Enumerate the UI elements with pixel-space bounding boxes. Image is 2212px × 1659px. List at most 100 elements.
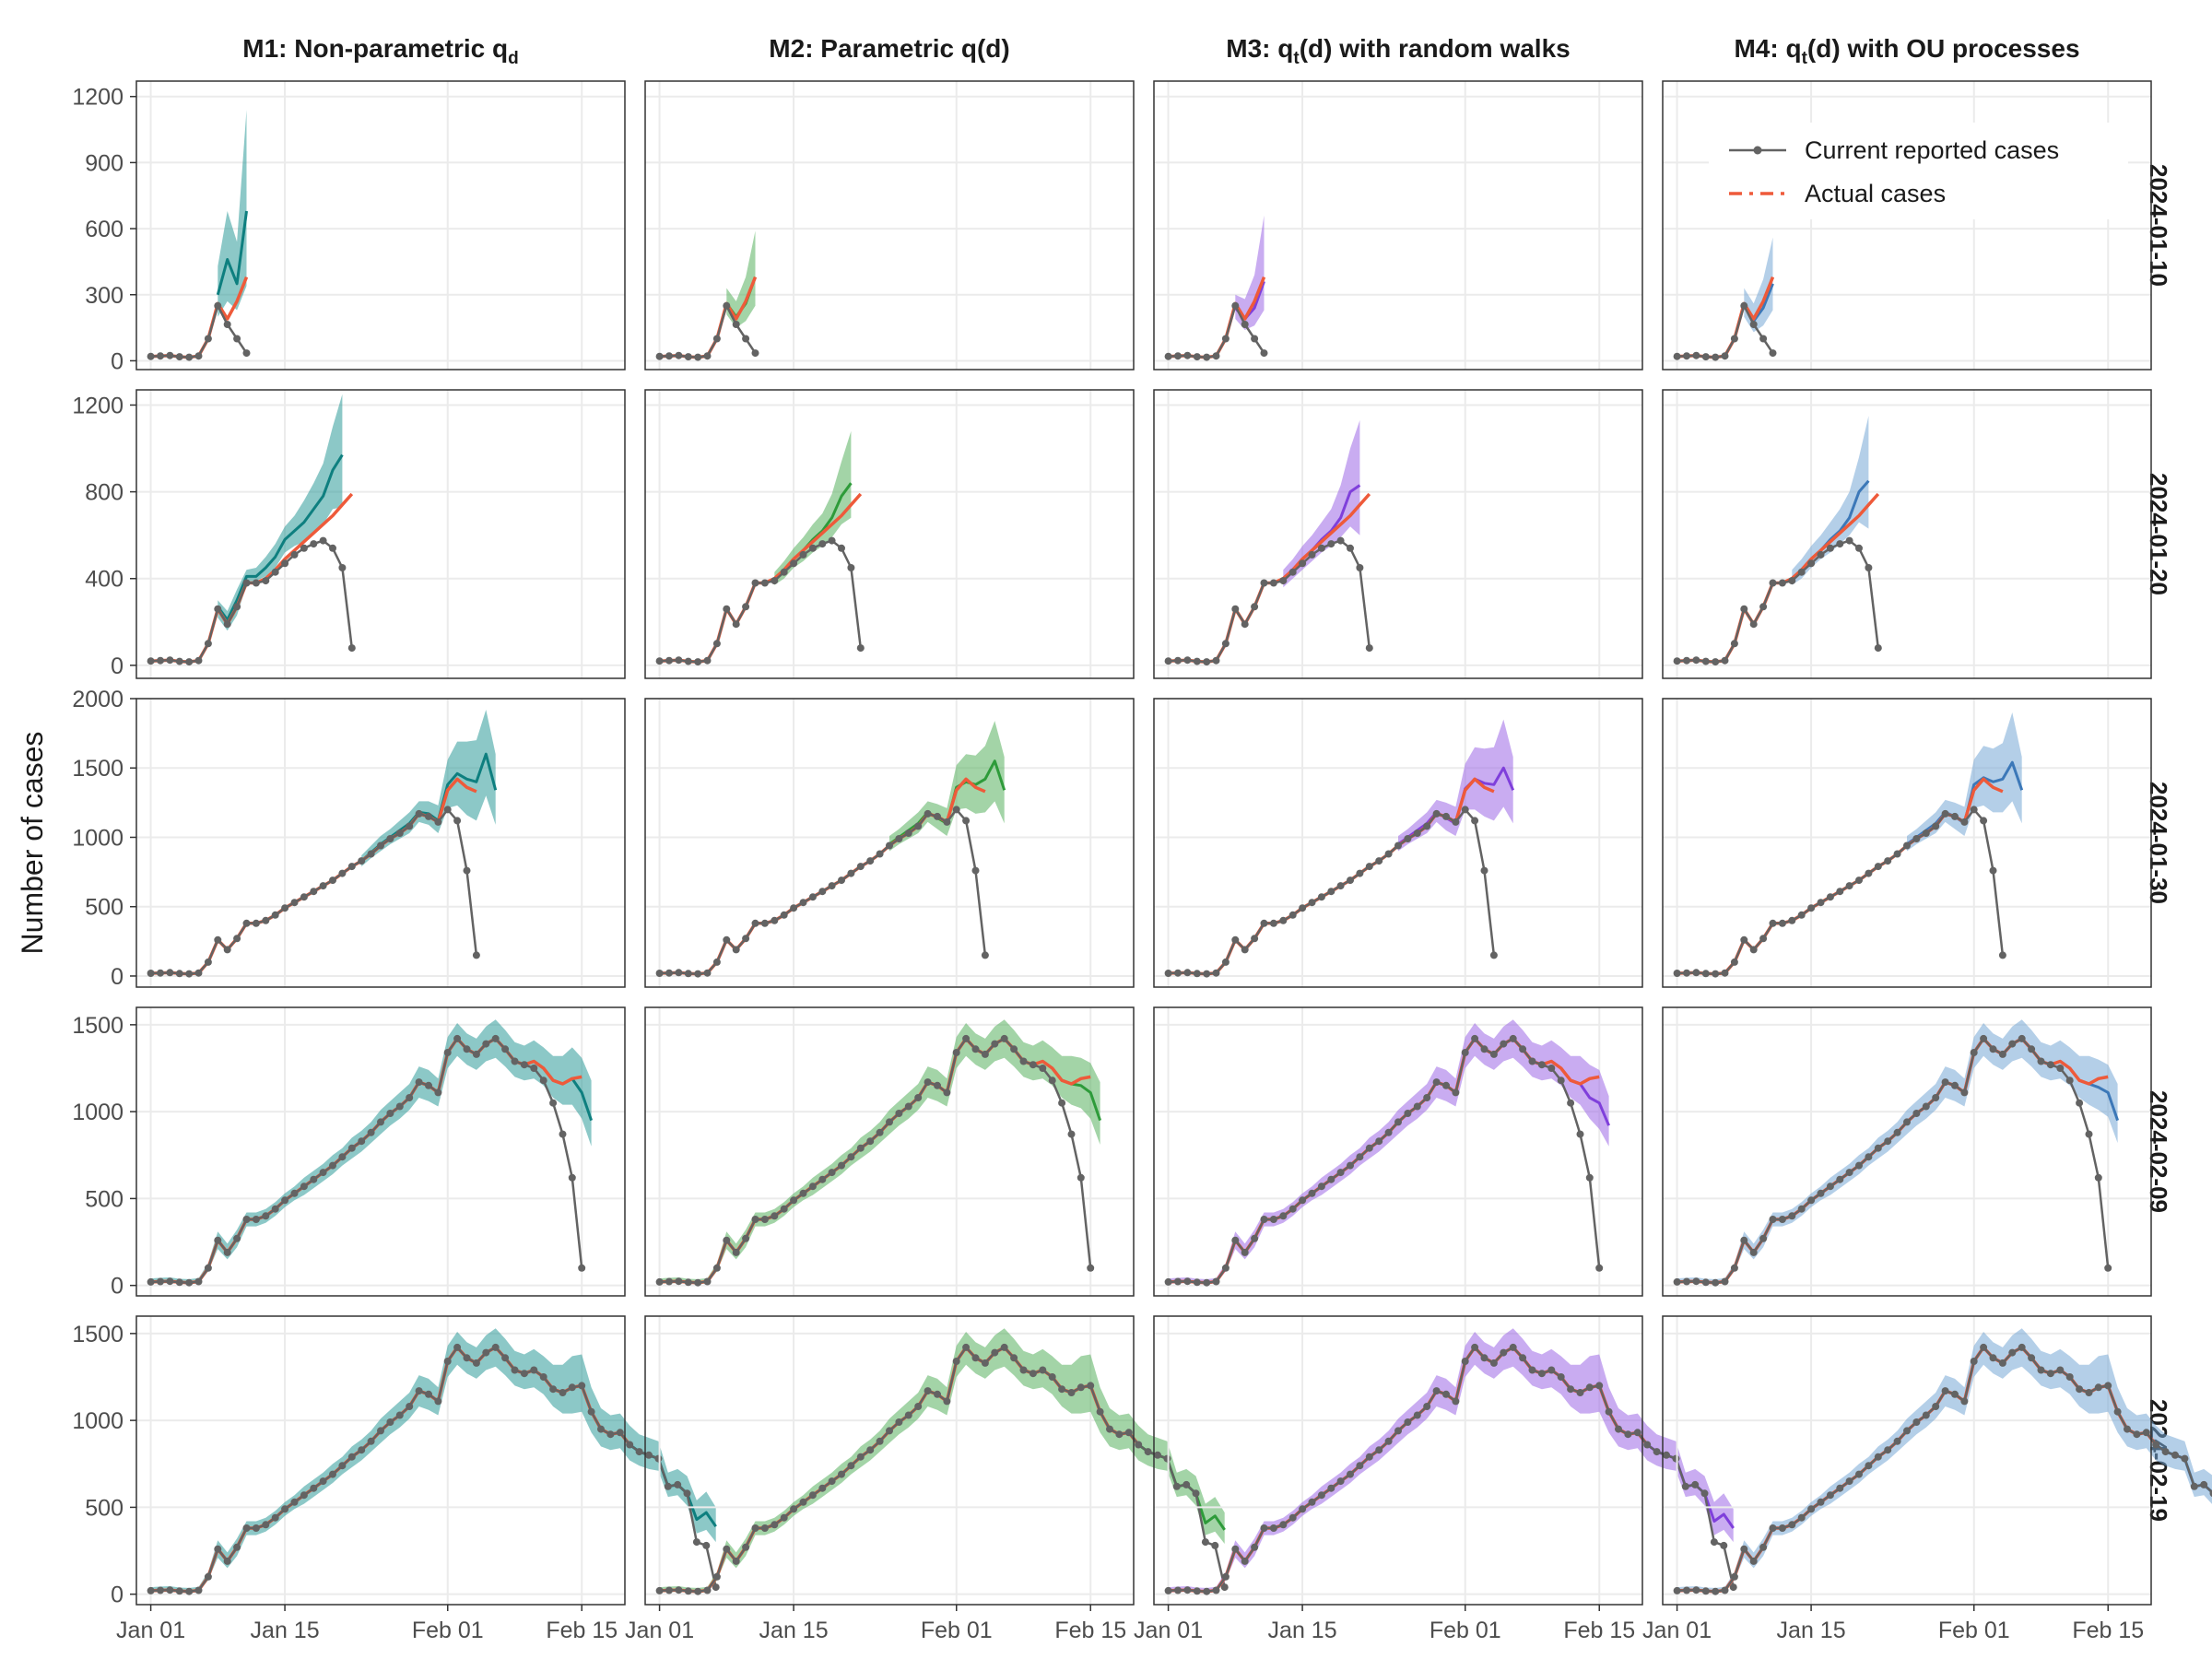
- reported-point: [1183, 969, 1192, 977]
- reported-point: [684, 353, 692, 361]
- reported-point: [1124, 1429, 1133, 1437]
- reported-point: [723, 605, 731, 613]
- reported-point: [1039, 1366, 1047, 1374]
- reported-point: [1432, 1387, 1441, 1395]
- reported-cases-line: [659, 539, 863, 664]
- reported-point: [530, 1065, 538, 1072]
- nowcast-ribbon: [218, 394, 343, 631]
- reported-point: [2018, 1343, 2026, 1351]
- reported-point: [1183, 1586, 1192, 1594]
- reported-point: [1241, 620, 1249, 629]
- y-tick-label: 2000: [72, 687, 124, 712]
- reported-point: [828, 536, 836, 545]
- reported-point: [1673, 657, 1681, 665]
- reported-point: [1432, 809, 1441, 818]
- nowcast-ribbon: [774, 430, 852, 585]
- y-tick-label: 1000: [72, 1100, 124, 1125]
- reported-point: [1144, 1448, 1152, 1456]
- reported-point: [472, 1050, 480, 1058]
- x-tick-label: Feb 15: [546, 1618, 618, 1643]
- reported-point: [703, 656, 712, 665]
- reported-cases-line: [150, 304, 248, 359]
- reported-point: [2076, 1385, 2084, 1394]
- reported-point: [675, 351, 683, 359]
- reported-point: [147, 657, 155, 665]
- reported-point: [147, 352, 155, 360]
- reported-cases-line: [1168, 539, 1371, 664]
- reported-point: [1683, 352, 1690, 360]
- x-tick-label: Jan 01: [116, 1618, 185, 1643]
- reported-point: [233, 603, 241, 611]
- y-tick-label: 500: [85, 895, 124, 921]
- facet-panel: [644, 1006, 1135, 1297]
- reported-point: [1673, 1586, 1681, 1594]
- reported-point: [1010, 1045, 1018, 1053]
- reported-point: [2046, 1061, 2054, 1069]
- reported-point: [1989, 866, 1997, 875]
- reported-point: [1893, 1437, 1901, 1445]
- reported-point: [1951, 1081, 1959, 1089]
- reported-point: [771, 577, 779, 585]
- reported-point: [223, 321, 231, 328]
- reported-point: [1327, 540, 1335, 548]
- reported-point: [1692, 969, 1700, 977]
- reported-point: [1769, 1216, 1777, 1223]
- reported-point: [194, 1586, 203, 1594]
- reported-point: [838, 544, 845, 552]
- reported-point: [2065, 1373, 2074, 1381]
- reported-point: [1203, 1278, 1211, 1287]
- reported-point: [1231, 301, 1240, 310]
- column-title: M3: qt(d) with random walks: [1226, 34, 1570, 68]
- reported-point: [1989, 1354, 1997, 1362]
- reported-point: [358, 1446, 366, 1454]
- x-tick-label: Jan 15: [1268, 1618, 1337, 1643]
- reported-point: [185, 970, 194, 978]
- reported-point: [914, 1094, 923, 1101]
- reported-point: [971, 1045, 980, 1053]
- reported-point: [1480, 1045, 1488, 1053]
- facet-panel: [135, 1006, 626, 1297]
- reported-point: [1231, 1236, 1240, 1244]
- reported-point: [300, 544, 308, 552]
- reported-point: [703, 969, 712, 977]
- reported-point: [808, 893, 817, 901]
- reported-point: [1519, 1045, 1527, 1053]
- reported-point: [338, 869, 347, 877]
- reported-point: [1788, 1521, 1796, 1529]
- x-tick-label: Feb 15: [1054, 1618, 1126, 1643]
- reported-point: [1712, 970, 1720, 978]
- reported-point: [578, 1264, 586, 1272]
- reported-point: [675, 1586, 683, 1594]
- reported-point: [2056, 1366, 2065, 1374]
- reported-point: [1836, 540, 1844, 548]
- reported-point: [1058, 1385, 1066, 1394]
- reported-cases-line: [150, 1037, 583, 1284]
- reported-point: [742, 935, 750, 943]
- reported-point: [1683, 1586, 1690, 1594]
- row-strip-label: 2024-02-09: [2145, 1090, 2172, 1213]
- reported-point: [886, 841, 893, 850]
- reported-point: [790, 559, 798, 568]
- reported-point: [1874, 863, 1882, 871]
- reported-point: [1308, 899, 1316, 907]
- reported-point: [2104, 1264, 2112, 1272]
- nowcast-ribbon: [659, 1328, 1225, 1594]
- reported-point: [655, 1277, 664, 1286]
- reported-point: [1673, 1277, 1681, 1286]
- reported-point: [329, 1470, 336, 1478]
- reported-point: [732, 321, 740, 328]
- reported-point: [1394, 841, 1402, 850]
- reported-point: [1807, 904, 1816, 912]
- reported-point: [1182, 1480, 1191, 1488]
- reported-point: [2124, 1425, 2131, 1433]
- y-tick-label: 0: [111, 1274, 124, 1300]
- reported-point: [1845, 1477, 1853, 1486]
- reported-point: [1865, 564, 1873, 571]
- reported-point: [157, 1586, 164, 1594]
- reported-point: [166, 1277, 174, 1286]
- reported-point: [856, 863, 865, 871]
- reported-point: [1077, 1173, 1085, 1182]
- reported-point: [1347, 877, 1354, 885]
- reported-point: [242, 349, 251, 358]
- reported-point: [2037, 1366, 2045, 1374]
